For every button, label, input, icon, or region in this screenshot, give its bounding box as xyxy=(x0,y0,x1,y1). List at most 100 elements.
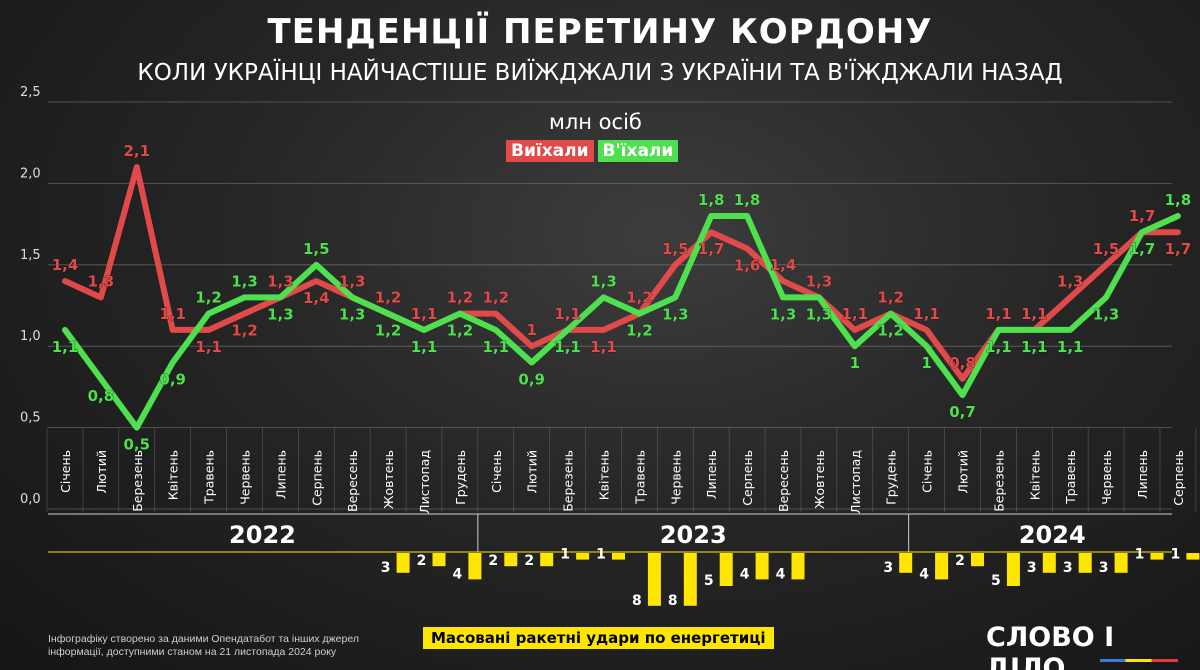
strike-bar xyxy=(1006,553,1020,586)
data-label-left: 1,7 xyxy=(698,240,725,258)
data-label-entered: 1,1 xyxy=(483,338,510,356)
y-tick-label: 2,0 xyxy=(20,166,41,181)
data-label-left: 1,1 xyxy=(159,305,186,323)
x-tick-label: Вересень xyxy=(345,450,360,512)
x-tick-label: Травень xyxy=(1063,450,1078,505)
strike-bar xyxy=(719,553,733,586)
y-tick-label: 1,5 xyxy=(20,248,41,263)
data-label-entered: 1,3 xyxy=(770,305,797,323)
unit-label: млн осіб xyxy=(549,110,642,134)
strike-bar xyxy=(576,553,590,560)
data-label-entered: 0,9 xyxy=(518,370,545,388)
data-label-left: 1,2 xyxy=(626,289,653,307)
page-subtitle: КОЛИ УКРАЇНЦІ НАЙЧАСТІШЕ ВИЇЖДЖАЛИ З УКР… xyxy=(137,60,1063,86)
strike-bar xyxy=(935,553,949,580)
strike-label: 1 xyxy=(1135,547,1145,563)
strike-bar xyxy=(755,553,769,580)
strike-bar xyxy=(683,553,697,606)
brand-logo: СЛОВО І ДІЛО xyxy=(986,622,1115,670)
data-label-entered: 1,1 xyxy=(985,338,1012,356)
legend-left: Виїхали xyxy=(506,140,594,162)
strike-bar xyxy=(791,553,805,580)
data-label-entered: 1,8 xyxy=(734,191,761,209)
data-label-left: 1,2 xyxy=(483,289,510,307)
x-tick-label: Січень xyxy=(920,450,935,493)
x-tick-label: Січень xyxy=(58,450,73,493)
data-label-entered: 1,2 xyxy=(375,322,402,340)
data-label-entered: 1,2 xyxy=(626,322,653,340)
strike-bar xyxy=(432,553,446,567)
data-label-left: 1,1 xyxy=(842,305,869,323)
x-tick-label: Березень xyxy=(991,450,1006,512)
year-label: 2024 xyxy=(1019,521,1086,549)
strike-label: 4 xyxy=(776,566,786,582)
data-label-entered: 0,9 xyxy=(159,370,186,388)
x-tick-label: Січень xyxy=(489,450,504,493)
strike-bar xyxy=(1114,553,1128,573)
data-label-entered: 1,1 xyxy=(554,338,581,356)
data-label-left: 1 xyxy=(526,321,536,339)
strike-label: 3 xyxy=(883,560,893,576)
x-tick-label: Липень xyxy=(704,450,719,499)
data-label-entered: 1 xyxy=(850,354,860,372)
x-tick-label: Квітень xyxy=(166,450,181,500)
data-label-left: 1,1 xyxy=(195,338,222,356)
data-label-left: 1,7 xyxy=(1165,240,1192,258)
data-label-entered: 1,3 xyxy=(267,305,294,323)
data-label-entered: 0,8 xyxy=(88,387,115,405)
x-tick-label: Травень xyxy=(202,450,217,505)
x-tick-label: Квітень xyxy=(1027,450,1042,500)
data-label-entered: 1,3 xyxy=(590,272,617,290)
page-title: ТЕНДЕНЦІЇ ПЕРЕТИНУ КОРДОНУ xyxy=(267,12,933,52)
x-tick-label: Листопад xyxy=(417,450,432,514)
y-tick-label: 0,5 xyxy=(20,411,41,426)
data-label-entered: 1,2 xyxy=(447,322,474,340)
x-tick-label: Лютий xyxy=(94,450,109,493)
x-tick-label: Червень xyxy=(238,450,253,505)
data-label-left: 1,1 xyxy=(590,338,617,356)
data-label-left: 1,5 xyxy=(1093,240,1120,258)
x-tick-label: Листопад xyxy=(848,450,863,514)
strike-label: 2 xyxy=(955,553,965,569)
x-tick-label: Грудень xyxy=(453,450,468,505)
strike-label: 3 xyxy=(1027,560,1037,576)
x-tick-label: Грудень xyxy=(884,450,899,505)
data-label-left: 1,3 xyxy=(806,272,833,290)
data-label-entered: 1,1 xyxy=(1057,338,1084,356)
strike-label: 5 xyxy=(704,573,714,589)
legend-entered: В'їхали xyxy=(597,140,679,162)
strike-bar xyxy=(647,553,661,606)
y-tick-label: 0,0 xyxy=(20,492,41,507)
strikes-caption: Масовані ракетні удари по енергетиці xyxy=(423,627,774,649)
strike-label: 8 xyxy=(632,593,642,609)
data-label-left: 1,2 xyxy=(231,322,258,340)
x-tick-label: Червень xyxy=(668,450,683,505)
strike-label: 4 xyxy=(740,566,750,582)
y-tick-label: 2,5 xyxy=(20,85,41,100)
x-tick-label: Липень xyxy=(1135,450,1150,499)
data-label-left: 1,1 xyxy=(1021,305,1048,323)
strike-label: 4 xyxy=(453,566,463,582)
data-label-entered: 0,7 xyxy=(949,403,976,421)
data-label-left: 1,1 xyxy=(913,305,940,323)
strike-bar xyxy=(1078,553,1092,573)
data-label-left: 1,2 xyxy=(877,289,904,307)
strike-bar xyxy=(396,553,410,573)
data-label-entered: 1,3 xyxy=(806,305,833,323)
brand-underline xyxy=(1100,659,1178,662)
data-label-left: 1,2 xyxy=(447,289,474,307)
x-tick-label: Жовтень xyxy=(381,450,396,509)
data-label-entered: 1,3 xyxy=(339,305,366,323)
y-tick-label: 1,0 xyxy=(20,329,41,344)
x-tick-label: Лютий xyxy=(956,450,971,493)
source-note: Інфографіку створено за даними Опендатаб… xyxy=(48,633,359,658)
data-label-left: 1,7 xyxy=(1129,207,1156,225)
strike-label: 5 xyxy=(991,573,1001,589)
data-label-entered: 1,8 xyxy=(1165,191,1192,209)
data-label-left: 0,8 xyxy=(949,354,976,372)
strike-label: 3 xyxy=(1099,560,1109,576)
x-tick-label: Лютий xyxy=(525,450,540,493)
x-tick-label: Серпень xyxy=(740,450,755,506)
